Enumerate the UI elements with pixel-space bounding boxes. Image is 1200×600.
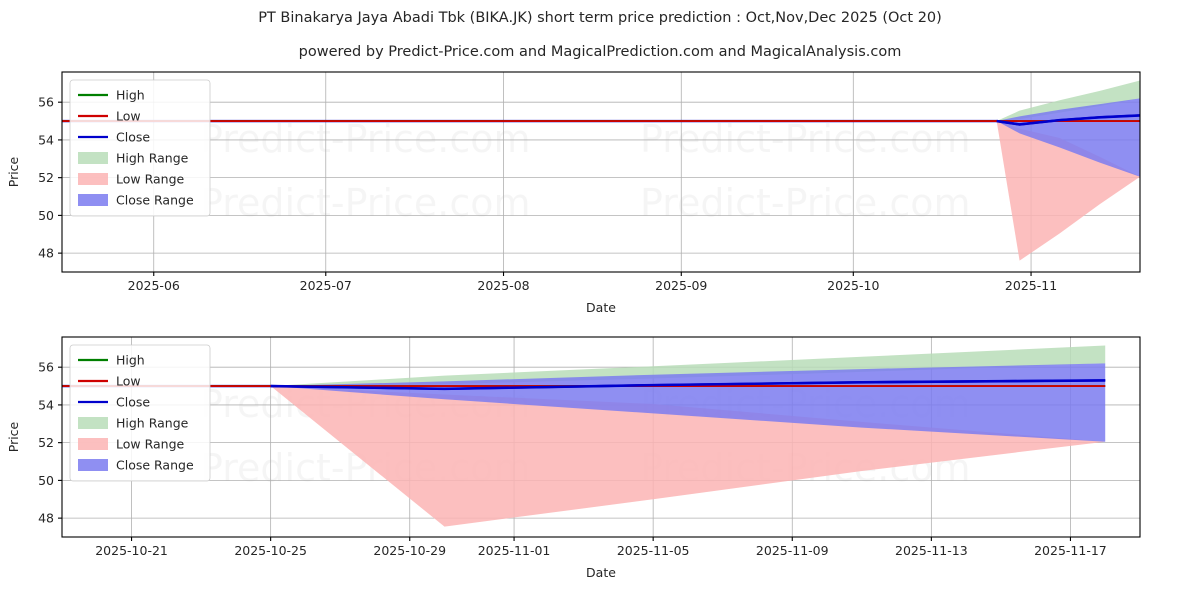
y-tick-label: 48 — [38, 511, 54, 526]
plot-border — [61, 336, 1141, 538]
legend-swatch-close-range — [78, 459, 108, 471]
x-tick-label: 2025-10-25 — [234, 543, 307, 558]
y-tick-label: 54 — [38, 397, 54, 412]
x-tick-label: 2025-06 — [128, 278, 180, 293]
chart-panel-overview: Predict-Price.com Predict-Price.com Predic… — [6, 71, 1141, 315]
legend-label-close: Close — [116, 130, 150, 145]
x-tick-label: 2025-10-21 — [95, 543, 168, 558]
band-high-range — [270, 345, 1106, 387]
band-low-range — [996, 121, 1140, 261]
y-tick-label: 54 — [38, 132, 54, 147]
band-low-range — [270, 386, 1106, 527]
x-tick-label: 2025-11-05 — [617, 543, 690, 558]
x-tick-label: 2025-09 — [655, 278, 707, 293]
page-subtitle: powered by Predict-Price.com and Magical… — [298, 44, 902, 60]
legend-swatch-high-range — [78, 152, 108, 164]
x-tick-label: 2025-11-17 — [1034, 543, 1107, 558]
x-tick-label: 2025-11-13 — [895, 543, 968, 558]
x-tick-label: 2025-11 — [1005, 278, 1057, 293]
x-tick-label: 2025-11-09 — [756, 543, 829, 558]
legend-label-close: Close — [116, 395, 150, 410]
legend-label-close-range: Close Range — [116, 193, 194, 208]
legend-label-low-range: Low Range — [116, 172, 185, 187]
watermark: Predict-Price.com — [200, 117, 531, 161]
x-tick-label: 2025-11-01 — [478, 543, 551, 558]
legend-label-close-range: Close Range — [116, 458, 194, 473]
watermark: Predict-Price.com — [640, 181, 971, 225]
y-axis-label: Price — [6, 421, 21, 452]
legend-label-low: Low — [116, 109, 141, 124]
legend-label-low: Low — [116, 374, 141, 389]
y-tick-label: 48 — [38, 246, 54, 261]
y-tick-label: 52 — [38, 170, 54, 185]
y-tick-label: 50 — [38, 473, 54, 488]
legend-label-high: High — [116, 88, 145, 103]
x-tick-label: 2025-10 — [827, 278, 879, 293]
x-tick-label: 2025-08 — [477, 278, 529, 293]
legend-swatch-low-range — [78, 173, 108, 185]
band-high-range — [996, 80, 1140, 122]
x-tick-label: 2025-10-29 — [373, 543, 446, 558]
y-tick-label: 56 — [38, 360, 54, 375]
legend-label-low-range: Low Range — [116, 437, 185, 452]
legend-label-high-range: High Range — [116, 151, 189, 166]
y-axis-label: Price — [6, 156, 21, 187]
legend-label-high-range: High Range — [116, 416, 189, 431]
x-axis-label: Date — [586, 565, 616, 580]
y-tick-label: 56 — [38, 95, 54, 110]
y-tick-label: 50 — [38, 208, 54, 223]
legend-swatch-close-range — [78, 194, 108, 206]
legend-swatch-high-range — [78, 417, 108, 429]
y-tick-label: 52 — [38, 435, 54, 450]
plot-border — [61, 71, 1141, 273]
legend-label-high: High — [116, 353, 145, 368]
x-axis-label: Date — [586, 300, 616, 315]
series-line-close-forecast — [270, 379, 1106, 391]
watermark: Predict-Price.com — [200, 181, 531, 225]
series-line-close-forecast — [996, 114, 1141, 126]
legend-swatch-low-range — [78, 438, 108, 450]
page-title: PT Binakarya Jaya Abadi Tbk (BIKA.JK) sh… — [258, 10, 942, 26]
watermark: Predict-Price.com — [640, 117, 971, 161]
chart-panel-detail: Predict-Price.comPredict-Price.comPredic… — [6, 336, 1141, 580]
x-tick-label: 2025-07 — [300, 278, 352, 293]
